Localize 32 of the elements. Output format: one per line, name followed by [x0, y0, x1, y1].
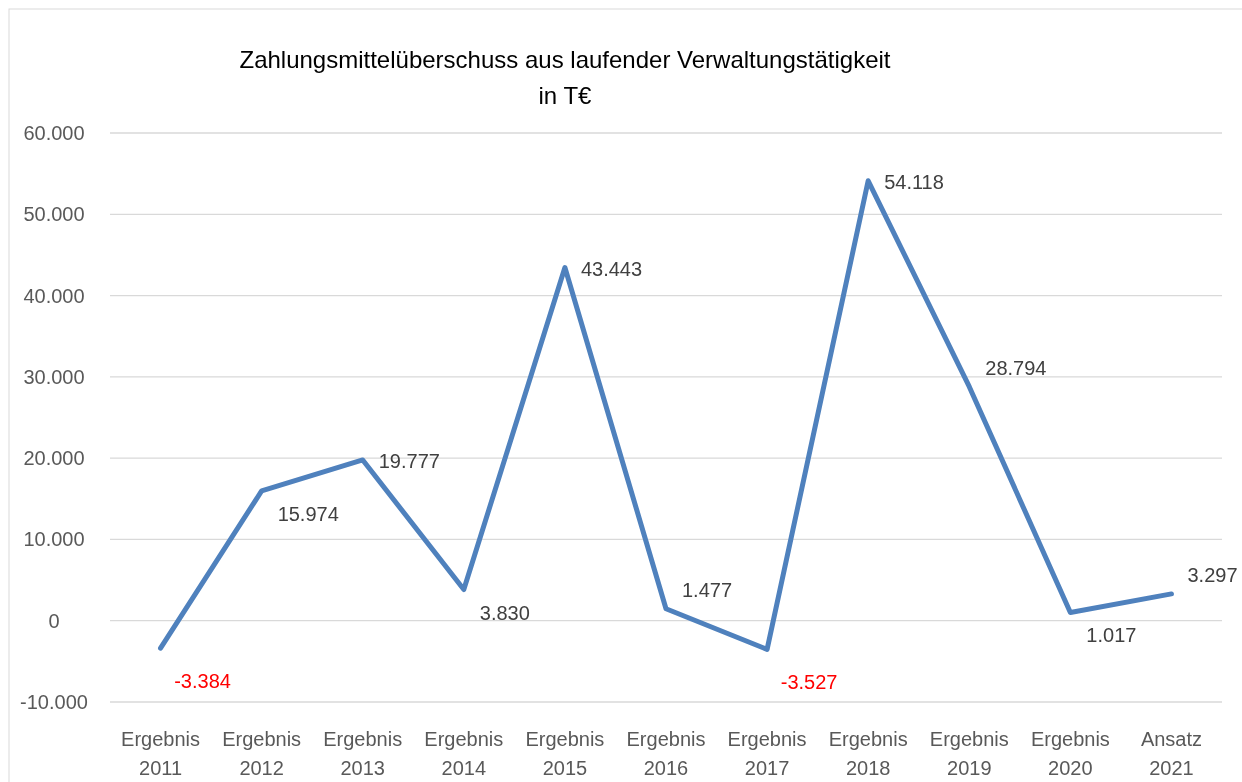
x-tick-label: Ergebnis 2018 — [828, 728, 908, 779]
data-label: 43.443 — [580, 257, 643, 280]
y-tick-label: 50.000 — [23, 203, 85, 226]
data-label: 15.974 — [277, 502, 339, 525]
x-tick-label: Ergebnis 2011 — [121, 728, 201, 779]
y-tick-label: 10.000 — [23, 528, 85, 551]
data-label: 28.794 — [985, 356, 1047, 379]
y-tick-label: 40.000 — [23, 284, 85, 307]
y-tick-label: 60.000 — [23, 122, 85, 144]
data-label: 54.118 — [884, 170, 944, 193]
y-tick-label: -10.000 — [20, 691, 88, 713]
data-label: 3.830 — [479, 601, 530, 624]
chart-title: Zahlungsmittelüberschuss aus laufender Verwaltungstätigkeit — [239, 46, 891, 73]
x-tick-label: Ergebnis 2019 — [929, 728, 1009, 779]
x-tick-label: Ergebnis 2017 — [727, 728, 807, 779]
x-tick-label: Ergebnis 2015 — [525, 728, 605, 779]
y-tick-label: 20.000 — [23, 447, 85, 470]
x-tick-label: Ergebnis 2014 — [424, 728, 504, 779]
data-label: 1.477 — [682, 578, 733, 601]
chart-subtitle: in T€ — [538, 82, 593, 109]
y-tick-label: 30.000 — [23, 365, 85, 388]
data-label: -3.527 — [780, 671, 838, 694]
data-label: 19.777 — [378, 449, 440, 472]
data-label: 3.297 — [1187, 563, 1238, 586]
x-tick-label: Ergebnis 2013 — [323, 728, 403, 779]
y-tick-label: 0 — [48, 609, 60, 632]
data-label: 1.017 — [1086, 624, 1137, 647]
x-tick-label: Ergebnis 2016 — [626, 728, 706, 779]
x-tick-label: Ergebnis 2020 — [1030, 728, 1110, 779]
data-label: -3.384 — [174, 670, 231, 693]
x-tick-label: Ansatz 2021 — [1140, 728, 1203, 779]
x-tick-label: Ergebnis 2012 — [222, 728, 302, 779]
